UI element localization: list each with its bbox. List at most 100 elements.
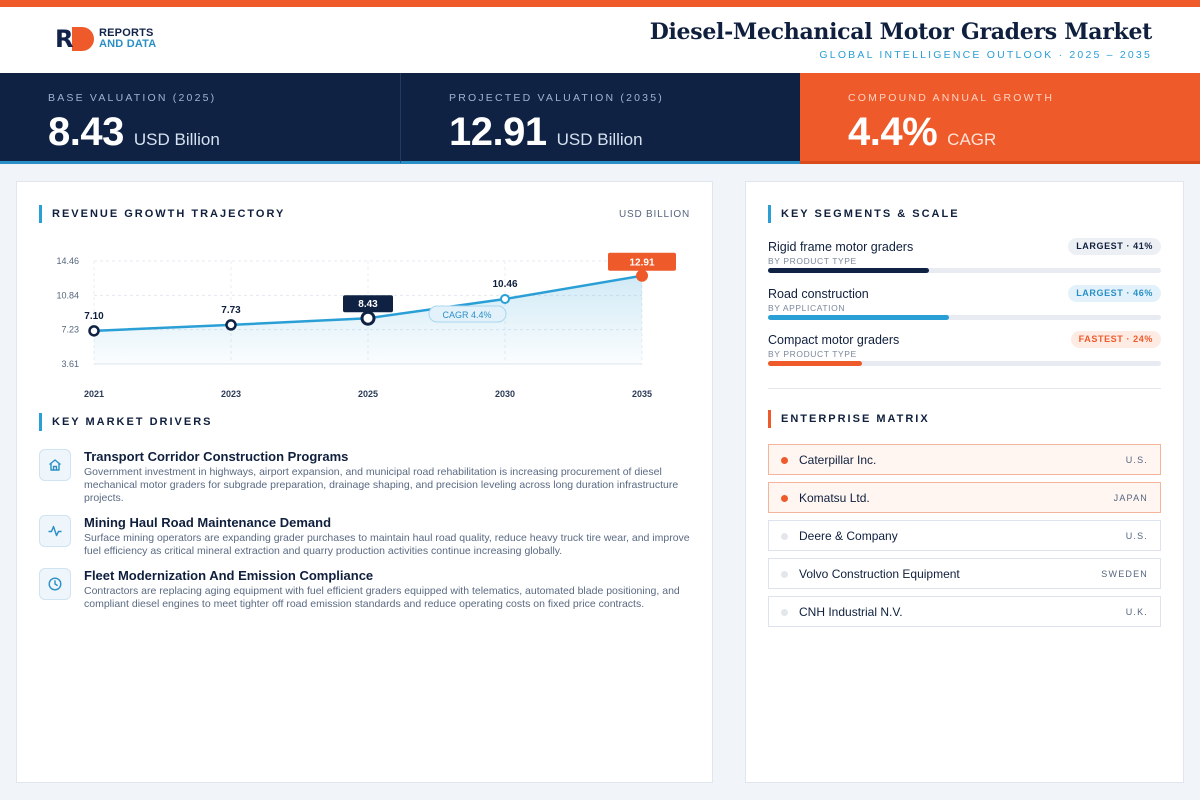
page-title: Diesel-Mechanical Motor Graders Market <box>649 19 1153 45</box>
segment-name: Compact motor graders <box>768 333 900 347</box>
top-accent-bar <box>0 0 1200 7</box>
revenue-heading: REVENUE GROWTH TRAJECTORY <box>39 205 285 223</box>
chart-label-box <box>608 252 676 271</box>
chart-x-tick: 2030 <box>495 389 515 399</box>
enterprise-row[interactable]: Deere & Company U.S. <box>768 520 1161 551</box>
segment-share-track <box>768 268 1161 273</box>
segment-share-track <box>768 361 1161 366</box>
segments-heading: KEY SEGMENTS & SCALE <box>768 205 960 223</box>
report-title-block: Diesel-Mechanical Motor Graders Market G… <box>649 19 1153 61</box>
kpi-label: PROJECTED VALUATION (2035) <box>449 92 664 104</box>
heading-accent-bar <box>39 205 42 223</box>
driver-title: Fleet Modernization And Emission Complia… <box>84 568 374 583</box>
drivers-heading: KEY MARKET DRIVERS <box>39 413 212 431</box>
chart-point <box>88 325 100 337</box>
kpi-value: 4.4% <box>848 110 938 154</box>
chart-data-label: 8.43 <box>358 299 378 310</box>
chart-y-tick: 10.84 <box>56 290 79 300</box>
chart-data-label: 10.46 <box>492 279 517 290</box>
enterprise-heading-text: ENTERPRISE MATRIX <box>781 413 930 425</box>
chart-x-tick: 2023 <box>221 389 241 399</box>
chart-data-label: 7.10 <box>84 311 104 322</box>
cagr-tag: CAGR 4.4% <box>428 305 507 323</box>
segment-category: BY APPLICATION <box>768 303 846 313</box>
logo-wordmark: REPORTS AND DATA <box>99 28 156 50</box>
company-name: Caterpillar Inc. <box>799 453 877 467</box>
logo-bottom-text: AND DATA <box>99 38 157 50</box>
chart-point <box>636 269 648 282</box>
segment-category: BY PRODUCT TYPE <box>768 349 857 359</box>
home-icon <box>39 449 71 481</box>
driver-text: Government investment in highways, airpo… <box>84 466 679 504</box>
enterprise-row[interactable]: Volvo Construction Equipment SWEDEN <box>768 558 1161 589</box>
segments-heading-text: KEY SEGMENTS & SCALE <box>781 208 960 220</box>
chart-x-tick: 2025 <box>358 389 378 399</box>
activity-icon <box>39 515 71 547</box>
status-dot <box>781 571 788 578</box>
kpi-cagr: COMPOUND ANNUAL GROWTH 4.4% CAGR <box>800 73 1200 164</box>
heading-accent-bar <box>768 205 771 223</box>
chart-y-tick: 7.23 <box>61 325 79 335</box>
driver-title: Transport Corridor Construction Programs <box>84 449 349 464</box>
chart-label-box <box>343 295 393 313</box>
status-dot <box>781 457 788 464</box>
segment-share-fill <box>768 315 949 320</box>
segment-badge: LARGEST · 46% <box>1068 285 1161 302</box>
chart-units-label: USD BILLION <box>618 209 690 220</box>
status-dot <box>781 495 788 502</box>
drivers-heading-text: KEY MARKET DRIVERS <box>52 416 213 428</box>
enterprise-row[interactable]: CNH Industrial N.V. U.K. <box>768 596 1161 627</box>
kpi-unit: CAGR <box>947 130 997 149</box>
revenue-line-chart: 14.46 10.84 7.23 3.61 2021 2023 2025 2030 2035 C… <box>56 252 676 399</box>
page-header: R REPORTS AND DATA Diesel-Mechanical Mot… <box>0 7 1200 73</box>
chart-data-label: 12.91 <box>629 258 654 269</box>
section-divider <box>768 388 1161 389</box>
company-country: SWEDEN <box>1101 569 1148 579</box>
company-country: JAPAN <box>1113 493 1148 503</box>
enterprise-row[interactable]: Komatsu Ltd. JAPAN <box>768 482 1161 513</box>
company-country: U.S. <box>1125 531 1148 541</box>
segment-share-fill <box>768 361 863 366</box>
chart-x-tick: 2021 <box>84 389 104 399</box>
chart-point <box>500 293 510 304</box>
enterprise-heading: ENTERPRISE MATRIX <box>768 410 930 428</box>
driver-text: Surface mining operators are expanding g… <box>84 532 690 557</box>
right-panel: KEY SEGMENTS & SCALE Rigid frame motor g… <box>745 181 1184 783</box>
segment-name: Road construction <box>768 287 869 301</box>
kpi-label: COMPOUND ANNUAL GROWTH <box>848 92 1055 104</box>
chart-point <box>225 319 237 331</box>
kpi-unit: USD Billion <box>133 130 220 149</box>
enterprise-row[interactable]: Caterpillar Inc. U.S. <box>768 444 1161 475</box>
company-country: U.K. <box>1125 607 1148 617</box>
chart-point <box>360 310 376 326</box>
segment-category: BY PRODUCT TYPE <box>768 256 857 266</box>
segment-badge: LARGEST · 41% <box>1068 238 1161 255</box>
company-country: U.S. <box>1125 455 1148 465</box>
segment-name: Rigid frame motor graders <box>768 240 914 254</box>
driver-text: Contractors are replacing aging equipmen… <box>84 585 680 610</box>
left-panel: REVENUE GROWTH TRAJECTORY USD BILLION 14… <box>16 181 713 783</box>
company-name: Volvo Construction Equipment <box>799 567 960 581</box>
segment-badge: FASTEST · 24% <box>1070 331 1161 348</box>
driver-title: Mining Haul Road Maintenance Demand <box>84 515 332 530</box>
kpi-base-valuation: BASE VALUATION (2025) 8.43 USD Billion <box>0 73 400 164</box>
segment-share-track <box>768 315 1161 320</box>
chart-x-tick: 2035 <box>632 389 652 399</box>
status-dot <box>781 533 788 540</box>
chart-y-tick: 14.46 <box>56 256 79 266</box>
brand-logo[interactable]: R REPORTS AND DATA <box>55 27 156 51</box>
page-subtitle: GLOBAL INTELLIGENCE OUTLOOK · 2025 – 203… <box>819 49 1152 61</box>
logo-mark: R <box>55 27 97 51</box>
kpi-projected-valuation: PROJECTED VALUATION (2035) 12.91 USD Bil… <box>400 73 800 164</box>
chart-data-label: 7.73 <box>221 305 241 316</box>
company-name: CNH Industrial N.V. <box>799 605 903 619</box>
cagr-tag-text: CAGR 4.4% <box>442 310 491 320</box>
kpi-label: BASE VALUATION (2025) <box>48 92 217 104</box>
kpi-value: 12.91 <box>449 110 547 154</box>
clock-icon <box>39 568 71 600</box>
chart-y-tick: 3.61 <box>61 359 79 369</box>
heading-accent-bar <box>768 410 771 428</box>
company-name: Komatsu Ltd. <box>799 491 870 505</box>
revenue-heading-text: REVENUE GROWTH TRAJECTORY <box>52 208 286 220</box>
logo-top-text: REPORTS <box>99 27 154 39</box>
